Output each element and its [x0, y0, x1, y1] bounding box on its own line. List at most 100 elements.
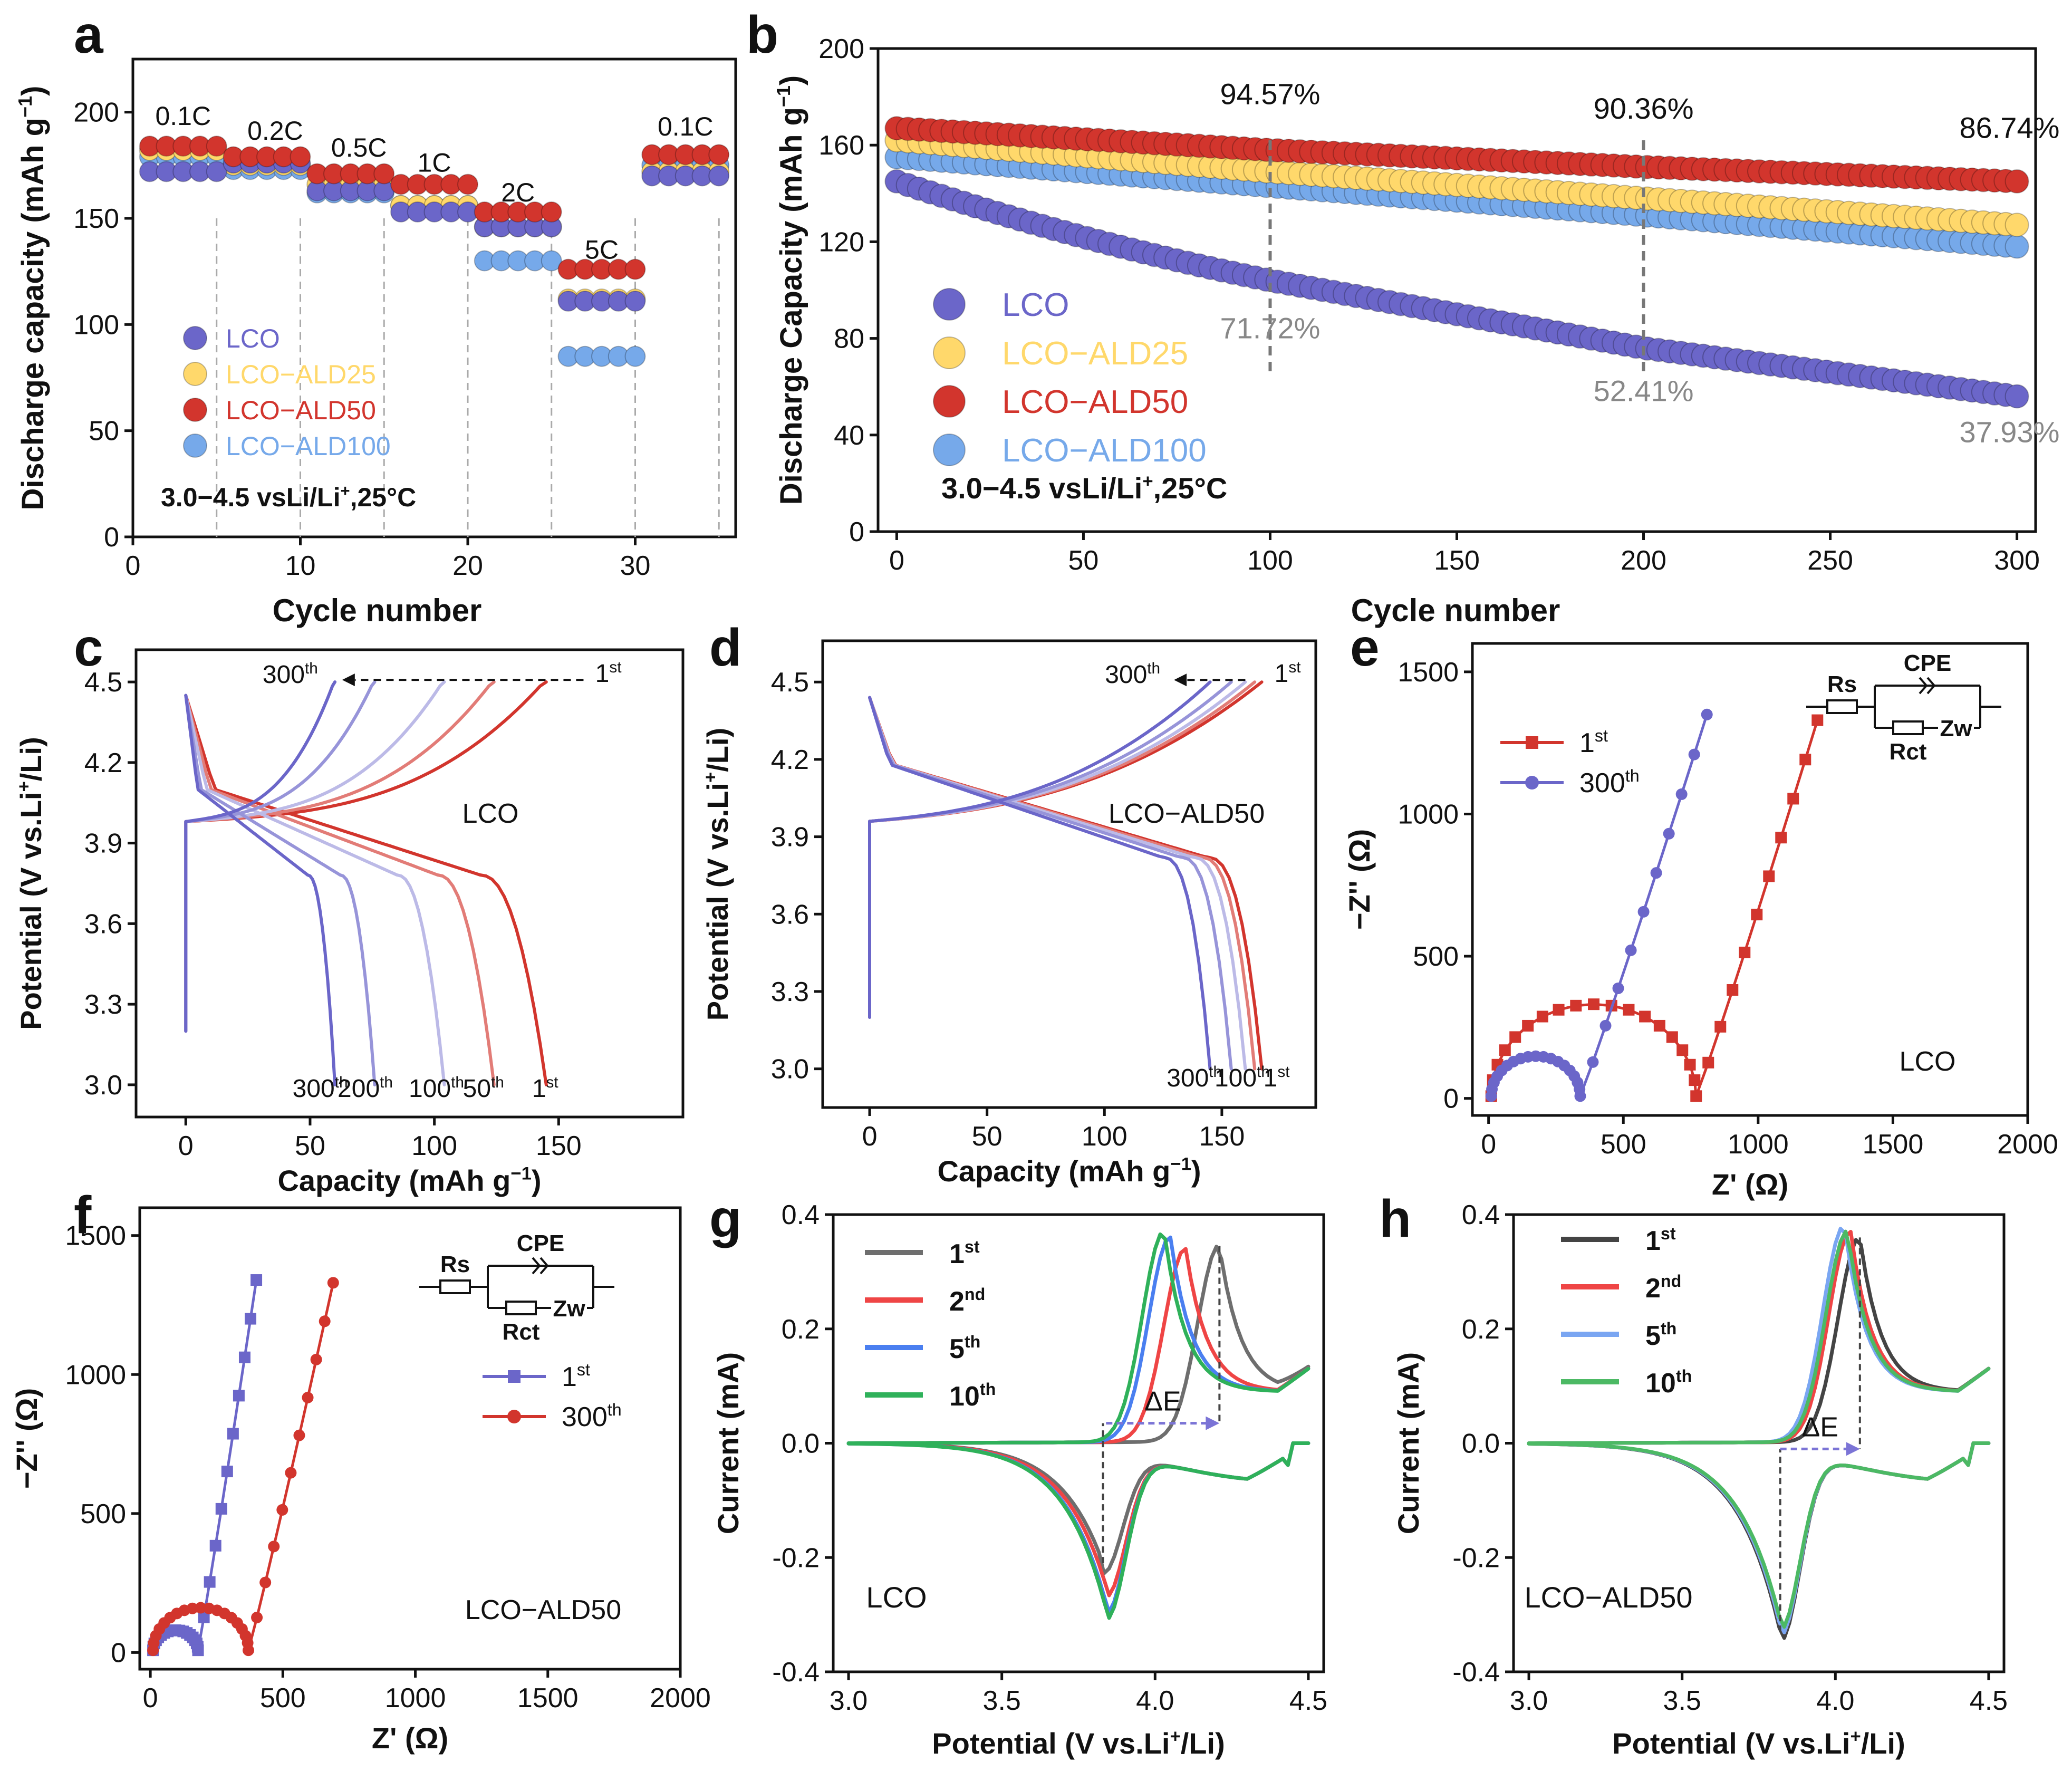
cpe-element — [1926, 677, 1936, 695]
y-axis-label: Current (mA) — [1392, 1352, 1425, 1534]
nyquist-line — [1490, 719, 1819, 1098]
cv-anodic-curve — [1527, 1238, 1991, 1445]
panel-d: 0 50 100 1503.03.33.63.94.24.51st100th300th… — [771, 639, 1317, 1152]
nyquist-point — [302, 1391, 314, 1403]
nyquist-point — [1787, 793, 1799, 805]
cycle-end-label: 1st — [532, 1074, 559, 1103]
y-tick-label: 0.4 — [1462, 1200, 1500, 1230]
legend-marker — [933, 336, 966, 369]
y-axis-label: Potential (V vs.Li+/Li) — [14, 737, 47, 1029]
charge-curve — [184, 680, 446, 1033]
legend-label: 5th — [1645, 1319, 1676, 1351]
nyquist-point — [1574, 1090, 1586, 1102]
cpe-label: CPE — [1904, 650, 1951, 676]
y-axis-label: −Z'' (Ω) — [10, 1388, 43, 1489]
charge-curve — [868, 680, 1264, 1019]
y-tick-label: 120 — [818, 227, 864, 257]
delta-arrow-head — [1206, 1416, 1220, 1430]
cv-anodic-curve — [1527, 1229, 1991, 1445]
nyquist-point — [1799, 754, 1811, 766]
discharge-curve — [184, 694, 446, 1086]
x-tick-label: 4.0 — [1816, 1686, 1854, 1716]
nyquist-point — [1751, 909, 1763, 921]
nyquist-point — [1701, 708, 1713, 720]
rate-label: 0.1C — [155, 101, 211, 131]
nyquist-point — [251, 1612, 263, 1624]
y-axis-label: Potential (V vs.Li+/Li) — [701, 728, 734, 1021]
charge-curve — [184, 680, 377, 1033]
discharge-curve — [184, 694, 548, 1086]
legend-label: LCO — [1002, 287, 1069, 323]
nyquist-point — [1666, 1031, 1678, 1043]
panel-title: LCO — [1900, 1046, 1956, 1077]
data-point-LCO−ALD50 — [624, 258, 646, 280]
legend-marker — [183, 326, 207, 350]
x-tick-label: 500 — [260, 1683, 306, 1713]
y-tick-label: 50 — [89, 416, 119, 447]
legend-label: 1st — [1645, 1224, 1676, 1256]
nyquist-point — [195, 1602, 207, 1614]
nyquist-point — [1599, 1019, 1612, 1032]
y-tick-label: 3.9 — [84, 829, 122, 859]
x-tick-label: 10 — [285, 551, 316, 581]
y-tick-label: 4.5 — [771, 667, 809, 698]
legend-marker — [933, 385, 966, 418]
y-tick-label: 80 — [834, 324, 864, 354]
y-tick-label: 0 — [1443, 1084, 1459, 1114]
nyquist-point — [1522, 1019, 1534, 1032]
cycle-end-label: 200th — [338, 1074, 393, 1103]
legend-label: LCO−ALD50 — [226, 396, 376, 425]
y-tick-label: 3.3 — [84, 989, 122, 1020]
rate-label: 1C — [418, 148, 451, 177]
legend-label: LCO — [226, 324, 280, 353]
cpe-label: CPE — [517, 1230, 564, 1256]
cv-cathodic-curve — [1527, 1441, 1991, 1629]
nyquist-point — [1739, 946, 1751, 958]
legend-label: LCO−ALD25 — [226, 360, 376, 389]
legend-label: 1st — [949, 1237, 980, 1269]
data-point — [2004, 169, 2029, 194]
y-tick-label: 3.0 — [771, 1054, 809, 1085]
x-tick-label: 0 — [178, 1131, 194, 1161]
discharge-curve — [868, 696, 1233, 1071]
arrow-end-label: 1st — [595, 659, 622, 688]
data-point — [2004, 213, 2029, 237]
panel-letter-d: d — [709, 618, 741, 677]
legend-marker — [1525, 776, 1539, 790]
rate-label: 0.1C — [658, 112, 714, 141]
discharge-curve — [868, 696, 1247, 1071]
y-tick-label: 0.4 — [782, 1200, 820, 1230]
data-point — [2004, 384, 2029, 409]
x-tick-label: 100 — [1247, 545, 1293, 576]
retention-label: 86.74% — [1959, 111, 2059, 144]
discharge-curve — [184, 694, 337, 1086]
x-tick-label: 250 — [1807, 545, 1853, 576]
zw-label: Zw — [1940, 716, 1972, 742]
nyquist-point — [1763, 870, 1775, 882]
x-tick-label: 0 — [889, 545, 904, 576]
x-tick-label: 3.5 — [1663, 1686, 1701, 1716]
rs-label: Rs — [440, 1251, 470, 1277]
x-tick-label: 150 — [1199, 1121, 1245, 1152]
nyquist-point — [1676, 1044, 1689, 1056]
x-tick-label: 0 — [862, 1121, 878, 1152]
y-tick-label: 200 — [818, 34, 864, 64]
nyquist-point — [276, 1504, 288, 1516]
y-tick-label: 3.0 — [84, 1070, 122, 1101]
cv-cathodic-curve — [846, 1441, 1310, 1597]
data-point-LCO — [708, 165, 730, 187]
rct-resistor — [1892, 720, 1924, 735]
plot-frame — [134, 648, 685, 1119]
y-tick-label: 1500 — [65, 1221, 126, 1251]
legend-marker — [183, 362, 207, 386]
cycle-arrow-head — [1174, 673, 1187, 687]
x-tick-label: 150 — [1434, 545, 1480, 576]
legend-label: LCO−ALD50 — [1002, 384, 1188, 420]
nyquist-point — [1612, 982, 1624, 994]
legend-label: 10th — [949, 1380, 996, 1412]
cv-cathodic-curve — [846, 1441, 1310, 1620]
rate-label: 5C — [585, 235, 619, 265]
y-axis-label: Discharge Capacity (mAh g−1) — [773, 75, 808, 505]
data-point-LCO — [206, 161, 227, 182]
nyquist-point — [1663, 827, 1675, 840]
